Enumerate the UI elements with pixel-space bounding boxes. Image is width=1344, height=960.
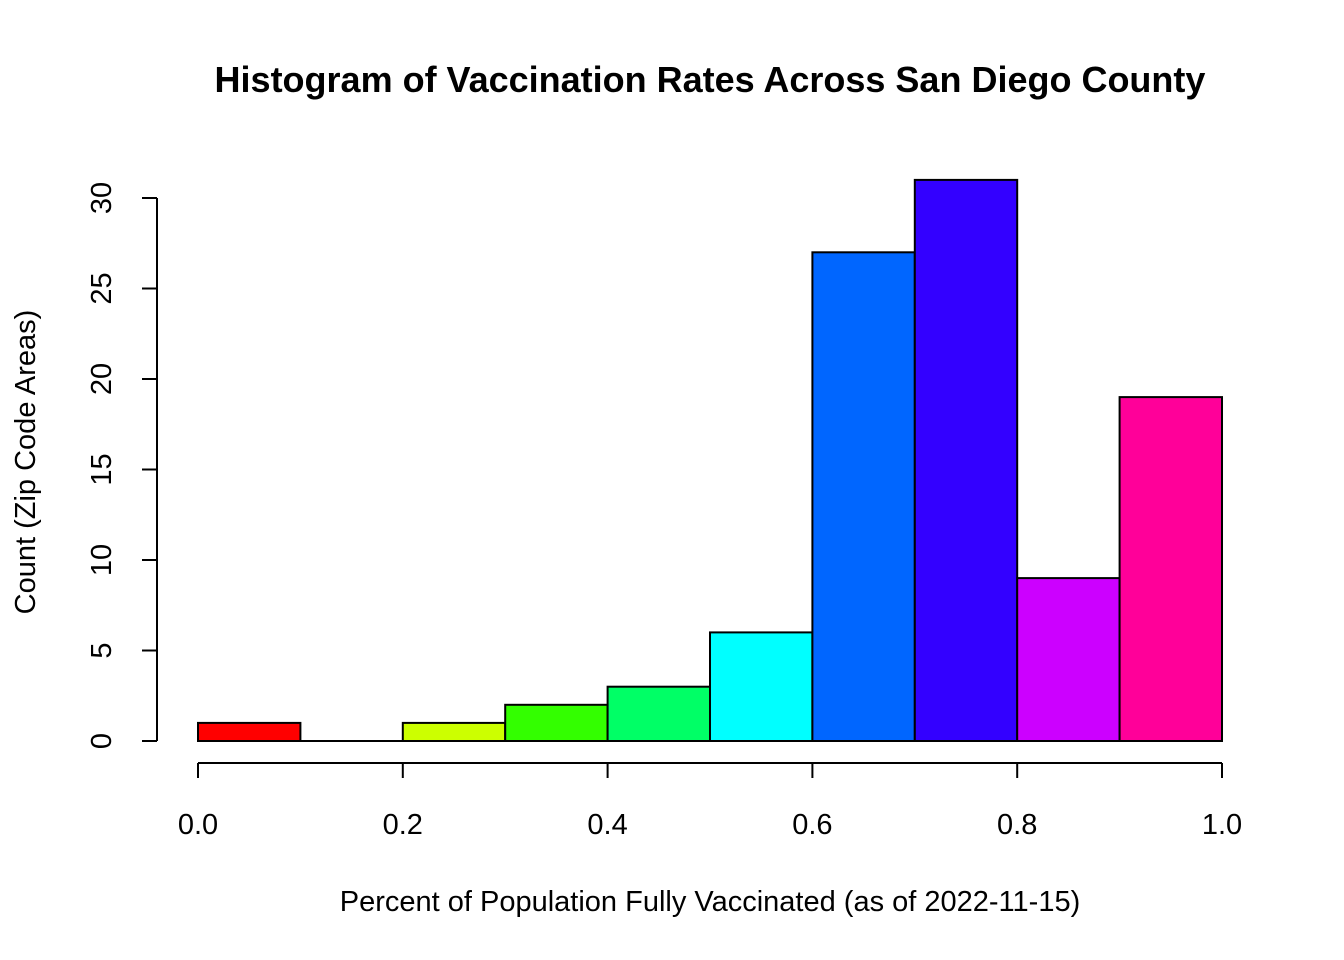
y-tick-label-4: 20	[86, 363, 118, 395]
x-tick-label-3: 0.6	[792, 809, 832, 841]
y-tick-label-5: 25	[86, 272, 118, 304]
x-tick-label-1: 0.2	[383, 809, 423, 841]
histogram-bar-9	[1118, 396, 1223, 742]
x-tick-label-4: 0.8	[997, 809, 1037, 841]
y-tick-label-2: 10	[86, 544, 118, 576]
y-tick-label-0: 0	[86, 733, 118, 749]
y-tick-label-3: 15	[86, 453, 118, 485]
bars-group	[197, 178, 1223, 743]
histogram-bar-8	[1016, 577, 1121, 742]
histogram-bar-6	[811, 251, 916, 743]
x-tick-label-2: 0.4	[587, 809, 627, 841]
histogram-bar-2	[401, 721, 507, 743]
histogram-bar-0	[197, 721, 302, 743]
histogram-bar-7	[913, 178, 1019, 742]
histogram-bar-3	[504, 703, 609, 742]
histogram-bar-5	[709, 631, 814, 743]
x-axis-label: Percent of Population Fully Vaccinated (…	[340, 886, 1080, 918]
x-tick-label-5: 1.0	[1202, 809, 1242, 841]
y-axis-label: Count (Zip Code Areas)	[10, 310, 42, 615]
histogram-bar-4	[606, 685, 711, 743]
y-axis: 0 5 10 15 20 25 30	[86, 182, 158, 749]
chart-title: Histogram of Vaccination Rates Across Sa…	[215, 59, 1206, 100]
x-tick-label-0: 0.0	[178, 809, 218, 841]
y-tick-label-6: 30	[86, 182, 118, 214]
y-tick-label-1: 5	[86, 642, 118, 658]
x-axis: 0.0 0.2 0.4 0.6 0.8 1.0	[178, 762, 1242, 841]
